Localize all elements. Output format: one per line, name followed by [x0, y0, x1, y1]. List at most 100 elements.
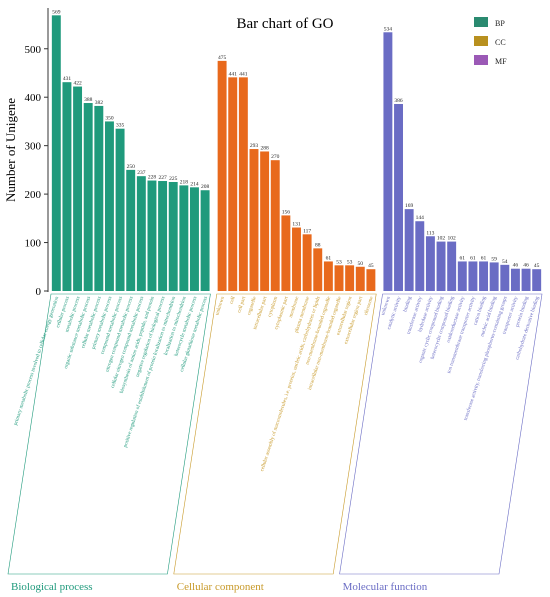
bar [302, 234, 312, 291]
legend-label: BP [495, 19, 505, 28]
bar [94, 105, 104, 292]
bar [447, 241, 457, 291]
legend-label: MF [495, 57, 507, 66]
group-frame [7, 293, 211, 575]
value-label: 45 [534, 263, 540, 269]
group-frame [173, 293, 377, 575]
bar [355, 266, 365, 291]
bar [345, 265, 355, 291]
bar [83, 103, 93, 291]
value-label: 335 [116, 123, 125, 129]
value-label: 228 [148, 175, 157, 181]
value-label: 270 [271, 154, 280, 160]
x-tick-label: organelle [246, 295, 258, 316]
bar [292, 227, 301, 291]
bar [179, 185, 189, 291]
x-tick-label: binding [402, 295, 413, 312]
value-label: 227 [158, 175, 167, 181]
bar [104, 121, 114, 292]
value-label: 288 [260, 145, 269, 151]
bar [200, 190, 210, 291]
value-label: 45 [368, 263, 374, 269]
legend-swatch [474, 55, 488, 65]
value-label: 350 [105, 115, 114, 121]
value-label: 46 [513, 263, 519, 269]
value-label: 54 [502, 259, 508, 265]
value-label: 250 [127, 164, 136, 170]
value-label: 534 [384, 26, 393, 32]
value-label: 102 [448, 236, 457, 242]
bar [383, 32, 393, 292]
bar [51, 15, 61, 291]
chart-title: Bar chart of GO [236, 16, 333, 32]
bar [457, 261, 467, 291]
y-tick-label: 500 [25, 44, 42, 56]
value-label: 144 [416, 215, 425, 221]
value-label: 214 [190, 181, 199, 187]
value-label: 102 [437, 236, 446, 242]
value-label: 169 [405, 203, 414, 209]
value-label: 218 [180, 179, 189, 185]
value-label: 225 [169, 176, 178, 182]
bar [394, 103, 403, 291]
bar [366, 269, 376, 291]
value-label: 388 [84, 97, 93, 103]
value-label: 53 [336, 259, 342, 265]
value-label: 61 [470, 255, 476, 261]
value-label: 113 [426, 230, 434, 236]
bar [334, 265, 344, 291]
group-label: Molecular function [343, 581, 428, 593]
bar [217, 60, 227, 291]
bar [281, 215, 291, 291]
value-label: 88 [315, 242, 321, 248]
bar [479, 261, 489, 291]
bar [436, 241, 446, 291]
y-tick-label: 100 [25, 238, 42, 250]
legend-swatch [474, 17, 488, 27]
value-label: 59 [491, 256, 497, 262]
value-label: 422 [73, 81, 82, 87]
legend-swatch [474, 36, 488, 46]
value-label: 131 [292, 222, 301, 228]
bar [158, 181, 168, 291]
bar [136, 176, 146, 291]
bar [260, 151, 270, 291]
value-label: 53 [347, 259, 353, 265]
bar [313, 248, 323, 291]
bar [147, 180, 157, 291]
bar [415, 221, 425, 291]
legend-label: CC [495, 38, 506, 47]
bar [510, 268, 520, 291]
x-tick-label: ribosome [363, 295, 375, 316]
x-tick-label: cell [229, 295, 237, 305]
value-label: 475 [218, 55, 227, 61]
value-label: 382 [95, 100, 104, 106]
bar [190, 187, 199, 291]
value-label: 208 [201, 184, 210, 190]
x-tick-label: unknown [214, 295, 226, 316]
y-tick-label: 400 [25, 92, 42, 104]
value-label: 441 [239, 71, 248, 77]
value-label: 237 [137, 170, 146, 176]
bar [126, 169, 136, 291]
y-axis-label: Number of Unigene [3, 98, 18, 202]
value-label: 61 [460, 255, 466, 261]
bar [468, 261, 478, 291]
value-label: 61 [481, 255, 487, 261]
bar [489, 262, 499, 291]
bar [270, 160, 280, 291]
value-label: 431 [63, 76, 72, 82]
bar [521, 268, 531, 291]
value-label: 50 [358, 261, 364, 267]
x-tick-label: cell part [236, 295, 247, 313]
value-label: 386 [394, 98, 403, 104]
value-label: 293 [250, 143, 259, 149]
bar [323, 261, 333, 291]
value-label: 117 [303, 228, 311, 234]
y-tick-label: 200 [25, 189, 42, 201]
value-label: 441 [229, 71, 238, 77]
value-label: 46 [523, 263, 529, 269]
group-label: Biological process [11, 581, 93, 593]
group-label: Cellular component [177, 581, 264, 593]
